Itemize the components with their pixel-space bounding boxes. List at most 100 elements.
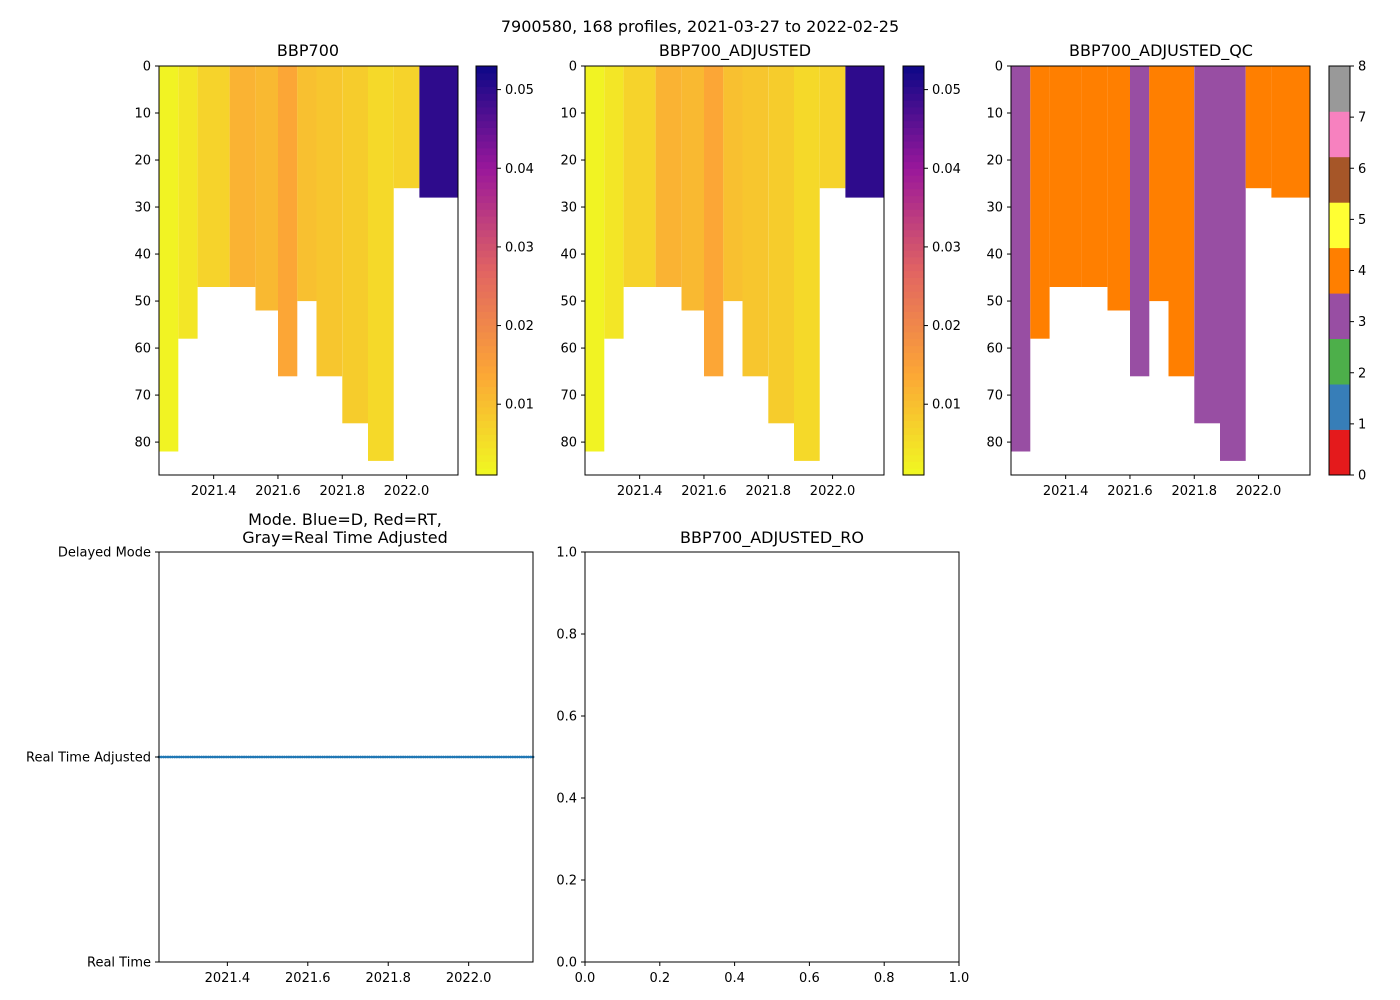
mode-point <box>292 755 295 759</box>
mode-point <box>457 755 461 759</box>
colorbar-segment <box>476 229 497 238</box>
x-tick-label: 0.8 <box>874 971 895 986</box>
mode-point <box>195 755 199 759</box>
mode-point <box>325 755 329 759</box>
y-tick-label: 40 <box>134 248 151 263</box>
mode-point <box>359 755 362 759</box>
colorbar-segment <box>903 345 924 353</box>
mode-point <box>265 755 268 759</box>
x-tick-label: 2021.6 <box>681 484 727 499</box>
colorbar-segment <box>903 86 924 94</box>
colorbar-tick-label: 2 <box>1358 366 1366 381</box>
colorbar-segment <box>476 79 497 88</box>
mode-point <box>213 755 217 759</box>
mode-point <box>276 755 280 759</box>
heatmap-cell <box>623 66 656 287</box>
y-tick-label: 20 <box>134 154 151 169</box>
mode-point <box>283 755 286 759</box>
colorbar-segment <box>476 277 497 285</box>
heatmap-cell <box>604 66 624 339</box>
y-tick-label: 0 <box>569 60 577 75</box>
mode-point <box>215 755 219 759</box>
mode-point <box>177 755 181 759</box>
mode-point <box>406 755 409 759</box>
colorbar-segment <box>903 256 924 265</box>
colorbar-segment <box>476 427 497 435</box>
mode-point <box>399 755 403 759</box>
heatmap-cell <box>178 66 198 339</box>
mode-point <box>211 755 215 759</box>
mode-point <box>368 755 371 759</box>
colorbar-segment <box>476 440 497 449</box>
colorbar-segment <box>903 440 924 449</box>
mode-point <box>448 755 452 759</box>
y-tick-label: 10 <box>134 107 151 122</box>
y-tick-label: 30 <box>560 201 577 216</box>
mode-point <box>164 755 168 759</box>
heatmap-cell <box>704 66 724 377</box>
mode-point <box>204 755 208 759</box>
colorbar-segment <box>903 147 924 156</box>
colorbar-segment <box>1329 429 1350 476</box>
mode-point <box>274 755 277 759</box>
mode-point <box>345 755 349 759</box>
colorbar-segment <box>903 406 924 415</box>
colorbar-segment <box>476 325 497 333</box>
colorbar-segment <box>903 168 924 176</box>
colorbar-segment <box>476 222 497 231</box>
mode-point <box>527 755 530 759</box>
mode-point <box>267 755 271 759</box>
colorbar-segment <box>476 386 497 394</box>
colorbar-tick-label: 0.04 <box>932 162 961 177</box>
mode-point <box>466 755 470 759</box>
x-tick-label: 2022.0 <box>446 971 492 986</box>
colorbar-segment <box>903 338 924 347</box>
y-tick-label: 0.8 <box>556 628 577 643</box>
x-tick-label: 0.6 <box>799 971 820 986</box>
x-tick-label: 0.2 <box>649 971 670 986</box>
colorbar-tick-label: 0 <box>1358 469 1366 484</box>
heatmap-cell <box>681 66 704 311</box>
colorbar-segment <box>476 100 497 108</box>
mode-point <box>240 755 244 759</box>
mode-point <box>507 755 510 759</box>
colorbar-segment <box>903 181 924 190</box>
colorbar-segment <box>476 86 497 94</box>
colorbar-segment <box>476 270 497 278</box>
mode-point <box>498 755 501 759</box>
colorbar-segment <box>1329 202 1350 249</box>
axes-frame <box>1010 65 1311 476</box>
mode-point <box>356 755 360 759</box>
heatmap-cell <box>342 66 368 424</box>
mode-point <box>298 755 302 759</box>
mode-point <box>484 755 488 759</box>
colorbar-segment <box>903 79 924 88</box>
mode-point <box>184 755 188 759</box>
mode-point <box>462 755 465 759</box>
mode-point <box>224 755 228 759</box>
y-tick-label: 50 <box>134 295 151 310</box>
panel-title: BBP700_ADJUSTED_RO <box>680 528 864 548</box>
colorbar-segment <box>903 127 924 135</box>
mode-point <box>336 755 340 759</box>
mode-point <box>363 755 367 759</box>
colorbar-segment <box>903 106 924 115</box>
colorbar-segment <box>903 311 924 319</box>
y-tick-label: 70 <box>134 389 151 404</box>
colorbar-tick-label: 1 <box>1358 417 1366 432</box>
mode-point <box>189 755 192 759</box>
mode-point <box>171 755 174 759</box>
x-tick-label: 1.0 <box>949 971 970 986</box>
colorbar-tick-label: 8 <box>1358 60 1366 75</box>
colorbar-tick-label: 0.02 <box>932 319 961 334</box>
x-tick-label: 2021.6 <box>1107 484 1153 499</box>
mode-point <box>509 755 512 759</box>
mode-point <box>294 755 297 759</box>
colorbar-segment <box>476 393 497 401</box>
colorbar-tick-label: 0.03 <box>932 240 961 255</box>
y-tick-label: 70 <box>560 389 577 404</box>
mode-point <box>305 755 309 759</box>
mode-point <box>397 755 400 759</box>
mode-point <box>392 755 396 759</box>
colorbar-segment <box>903 120 924 128</box>
